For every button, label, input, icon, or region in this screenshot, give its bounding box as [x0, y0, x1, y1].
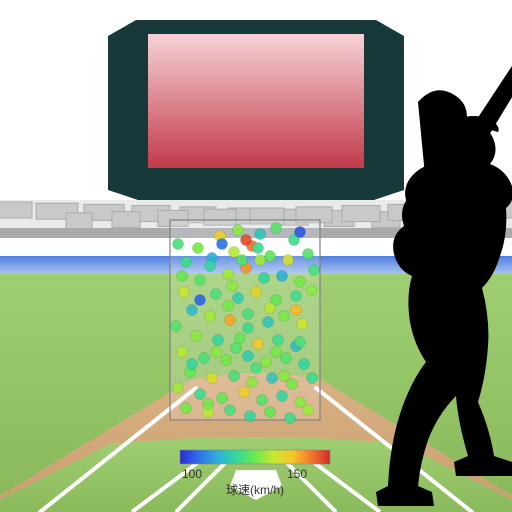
pitch-point: [297, 319, 308, 330]
pitch-point: [243, 309, 254, 320]
pitch-point: [253, 243, 264, 254]
pitch-point: [179, 287, 190, 298]
stand-rail: [66, 213, 92, 229]
pitch-point: [271, 347, 282, 358]
scoreboard-screen: [148, 34, 364, 168]
pitch-point: [309, 265, 320, 276]
pitch-point: [187, 359, 198, 370]
pitch-point: [199, 353, 210, 364]
pitch-point: [225, 405, 236, 416]
pitch-point: [223, 301, 234, 312]
pitch-point: [229, 371, 240, 382]
pitch-point: [307, 285, 318, 296]
pitch-point: [233, 293, 244, 304]
pitch-point: [237, 255, 248, 266]
pitch-point: [173, 239, 184, 250]
pitch-point: [245, 411, 256, 422]
pitch-point: [217, 239, 228, 250]
pitch-point: [211, 289, 222, 300]
pitch-point: [281, 353, 292, 364]
pitch-point: [227, 281, 238, 292]
pitch-point: [225, 315, 236, 326]
pitch-point: [291, 305, 302, 316]
pitch-point: [259, 273, 270, 284]
pitch-point: [283, 255, 294, 266]
pitch-point: [223, 269, 234, 280]
pitch-point: [307, 373, 318, 384]
pitch-point: [173, 383, 184, 394]
pitch-point: [273, 335, 284, 346]
pitch-point: [277, 271, 288, 282]
pitch-point: [291, 291, 302, 302]
pitch-point: [263, 317, 274, 328]
pitch-point: [181, 257, 192, 268]
pitch-point: [295, 337, 306, 348]
pitch-point: [221, 355, 232, 366]
pitch-point: [205, 311, 216, 322]
pitch-point: [287, 379, 298, 390]
pitch-point: [191, 331, 202, 342]
pitch-point: [303, 405, 314, 416]
pitch-point: [265, 303, 276, 314]
pitch-point: [181, 403, 192, 414]
pitch-point: [251, 287, 262, 298]
pitch-point: [265, 407, 276, 418]
colorbar-label: 球速(km/h): [226, 483, 284, 497]
stand-rail: [342, 206, 380, 222]
pitch-point: [295, 227, 306, 238]
pitch-point: [279, 311, 290, 322]
pitch-point: [177, 271, 188, 282]
colorbar-tick: 150: [287, 467, 307, 481]
pitch-point: [299, 359, 310, 370]
pitch-point: [267, 373, 278, 384]
pitch-point: [235, 333, 246, 344]
pitch-point: [187, 305, 198, 316]
pitch-point: [203, 399, 214, 410]
pitch-point: [243, 323, 254, 334]
pitch-point: [271, 223, 282, 234]
pitch-point: [241, 235, 252, 246]
pitch-point: [295, 397, 306, 408]
pitch-point: [257, 395, 268, 406]
pitch-point: [279, 371, 290, 382]
pitch-point: [207, 373, 218, 384]
pitch-point: [247, 377, 258, 388]
colorbar: [180, 450, 330, 464]
pitch-point: [243, 351, 254, 362]
pitch-point: [261, 357, 272, 368]
pitch-point: [253, 339, 264, 350]
pitch-point: [193, 243, 204, 254]
pitch-point: [303, 249, 314, 260]
pitch-point: [211, 347, 222, 358]
pitch-point: [213, 335, 224, 346]
pitch-point: [251, 363, 262, 374]
pitch-point: [229, 247, 240, 258]
pitch-point: [255, 229, 266, 240]
pitch-point: [231, 343, 242, 354]
pitch-point: [255, 255, 266, 266]
pitch-point: [295, 277, 306, 288]
stand-rail: [0, 202, 32, 218]
pitch-point: [177, 347, 188, 358]
pitch-location-chart: 100 150球速(km/h): [0, 0, 512, 512]
stand-rail: [112, 212, 140, 228]
pitch-point: [195, 275, 206, 286]
pitch-point: [239, 387, 250, 398]
pitch-point: [217, 393, 228, 404]
pitch-point: [171, 321, 182, 332]
pitch-point: [195, 389, 206, 400]
pitch-point: [205, 261, 216, 272]
pitch-point: [195, 295, 206, 306]
colorbar-tick: 100: [182, 467, 202, 481]
pitch-point: [277, 391, 288, 402]
chart-svg: 100 150球速(km/h): [0, 0, 512, 512]
pitch-point: [233, 225, 244, 236]
pitch-point: [265, 251, 276, 262]
pitch-point: [285, 413, 296, 424]
